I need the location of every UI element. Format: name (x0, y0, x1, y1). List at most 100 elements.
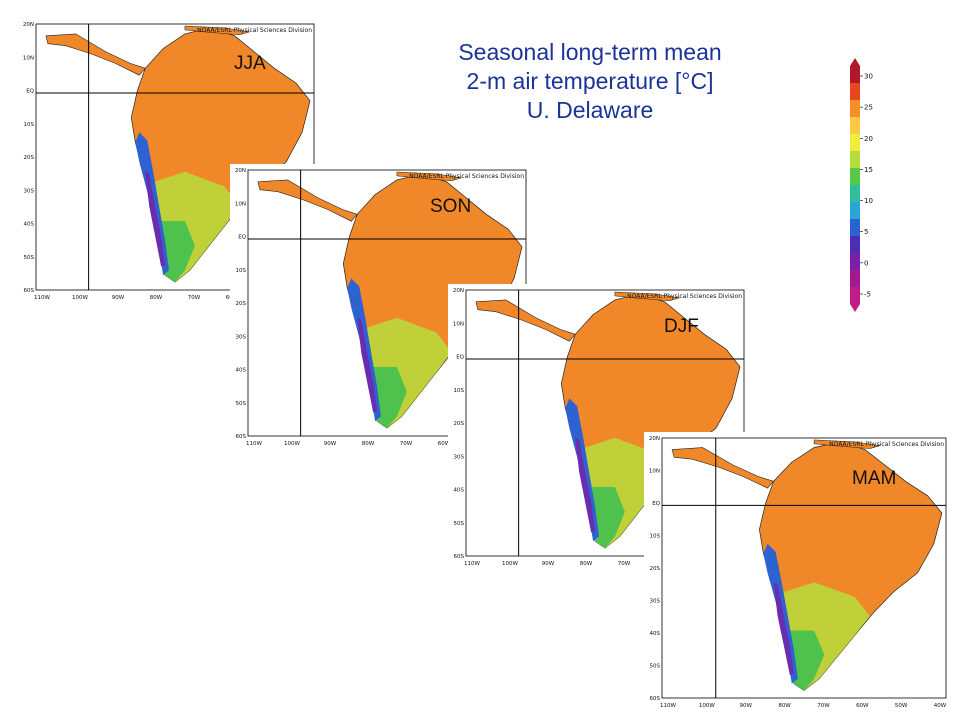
lat-tick-label: 10N (453, 321, 464, 327)
lon-tick-label: 70W (188, 295, 201, 301)
colorbar-tick-label: 15 (864, 166, 873, 174)
lon-tick-label: 110W (464, 561, 480, 567)
title-line-3: U. Delaware (526, 97, 654, 123)
lat-tick-label: 40S (236, 368, 247, 374)
title-line-1: Seasonal long-term mean (458, 39, 722, 65)
lon-tick-label: 110W (660, 703, 676, 709)
map-content: NOAA/ESRL Physical Sciences Division 20N 1… (23, 22, 315, 301)
title-line-2: 2-m air temperature [°C] (466, 68, 714, 94)
lat-tick-label: 20S (454, 421, 465, 427)
lat-tick-label: 10S (236, 268, 247, 274)
andes-coldest-zone (773, 582, 794, 675)
colorbar-swatch (850, 151, 860, 169)
lat-tick-label: 40S (24, 222, 35, 228)
lon-tick-label: 70W (817, 703, 830, 709)
andes-coldest-zone (575, 437, 596, 533)
lon-tick-label: 80W (362, 441, 375, 447)
lat-tick-label: 30S (236, 334, 247, 340)
colorbar: 30 25 20 15 10 5 0 -5 (842, 56, 882, 316)
lon-tick-label: 100W (284, 441, 300, 447)
colorbar-bottom-arrow (850, 304, 860, 312)
source-label: NOAA/ESRL Physical Sciences Division (627, 293, 742, 300)
lat-tick-label: 20N (23, 22, 34, 28)
colorbar-swatch (850, 219, 860, 237)
lat-tick-label: 20N (649, 436, 660, 442)
colorbar-swatch (850, 287, 860, 305)
lon-tick-label: 70W (400, 441, 413, 447)
colorbar-swatch (850, 134, 860, 152)
lat-tick-label: EQ (652, 501, 660, 507)
lon-tick-label: 40W (934, 703, 947, 709)
map-mam: NOAA/ESRL Physical Sciences Division 20N 1… (649, 436, 947, 709)
lon-tick-label: 80W (580, 561, 593, 567)
lat-tick-label: 60S (454, 554, 465, 560)
lon-tick-label: 90W (542, 561, 555, 567)
colorbar-top-arrow (850, 58, 860, 66)
lat-tick-label: 10N (649, 469, 660, 475)
caribbean-islands (813, 439, 881, 449)
lat-tick-label: 20S (24, 155, 35, 161)
lat-tick-label: 30S (24, 188, 35, 194)
map-panel-mam: NOAA/ESRL Physical Sciences Division 20N 1… (644, 432, 948, 718)
source-label: NOAA/ESRL Physical Sciences Division (409, 173, 524, 180)
lat-tick-label: 50S (24, 255, 35, 261)
lat-tick-label: 60S (236, 434, 247, 440)
colorbar-swatch (850, 270, 860, 288)
lat-tick-label: 60S (650, 696, 661, 702)
figure-title: Seasonal long-term mean 2-m air temperat… (440, 38, 740, 125)
central-america (475, 299, 576, 342)
andes-coldest-zone (145, 171, 166, 267)
colorbar-tick-label: 20 (864, 135, 873, 143)
lon-tick-label: 110W (34, 295, 50, 301)
map-content: NOAA/ESRL Physical Sciences Division 20N 1… (453, 288, 745, 567)
lat-tick-label: 50S (650, 664, 661, 670)
colorbar-swatch (850, 202, 860, 220)
colorbar-tick-label: 25 (864, 104, 873, 112)
lon-tick-label: 100W (699, 703, 715, 709)
caribbean-islands (396, 171, 462, 182)
colorbar-swatch (850, 168, 860, 186)
lat-tick-label: 20N (235, 168, 246, 174)
map-djf: NOAA/ESRL Physical Sciences Division 20N 1… (453, 288, 745, 567)
lon-tick-label: 80W (778, 703, 791, 709)
colorbar-tick-label: 0 (864, 259, 868, 267)
lon-tick-label: 110W (246, 441, 262, 447)
lat-tick-label: 30S (454, 454, 465, 460)
cool-zone (373, 367, 407, 429)
map-panel-jja: NOAA/ESRL Physical Sciences Division 20N 1… (18, 18, 316, 310)
lat-tick-label: 60S (24, 288, 35, 294)
andes-coldest-zone (357, 317, 378, 413)
season-label-mam: MAM (852, 468, 897, 489)
cool-zone (591, 487, 625, 549)
cool-zone (789, 630, 825, 691)
lon-tick-label: 90W (739, 703, 752, 709)
lon-tick-label: 60W (856, 703, 869, 709)
central-america (45, 33, 146, 76)
lat-tick-label: EQ (238, 235, 246, 241)
lon-tick-label: 80W (150, 295, 163, 301)
season-label-jja: JJA (234, 53, 266, 74)
colorbar-scale: 30 25 20 15 10 5 0 -5 (850, 58, 873, 312)
lat-tick-label: 40S (650, 631, 661, 637)
colorbar-tick-label: 30 (864, 73, 873, 81)
lat-tick-label: 50S (454, 521, 465, 527)
colorbar-tick-label: 10 (864, 197, 873, 205)
source-label: NOAA/ESRL Physical Sciences Division (197, 27, 312, 34)
season-label-son: SON (430, 196, 472, 217)
colorbar-tick-label: 5 (864, 228, 868, 236)
colorbar-swatch (850, 236, 860, 254)
colorbar-swatch (850, 83, 860, 101)
source-label: NOAA/ESRL Physical Sciences Division (829, 441, 944, 448)
lon-tick-label: 50W (895, 703, 908, 709)
colorbar-swatch (850, 66, 860, 84)
lat-tick-label: EQ (26, 89, 34, 95)
lon-tick-label: 100W (72, 295, 88, 301)
cool-zone (161, 221, 195, 283)
lon-tick-label: 90W (112, 295, 125, 301)
colorbar-swatch (850, 100, 860, 118)
lat-tick-label: 20S (650, 566, 661, 572)
lon-tick-label: 90W (324, 441, 337, 447)
central-america (671, 447, 775, 489)
caribbean-islands (614, 291, 680, 302)
colorbar-swatch (850, 117, 860, 135)
